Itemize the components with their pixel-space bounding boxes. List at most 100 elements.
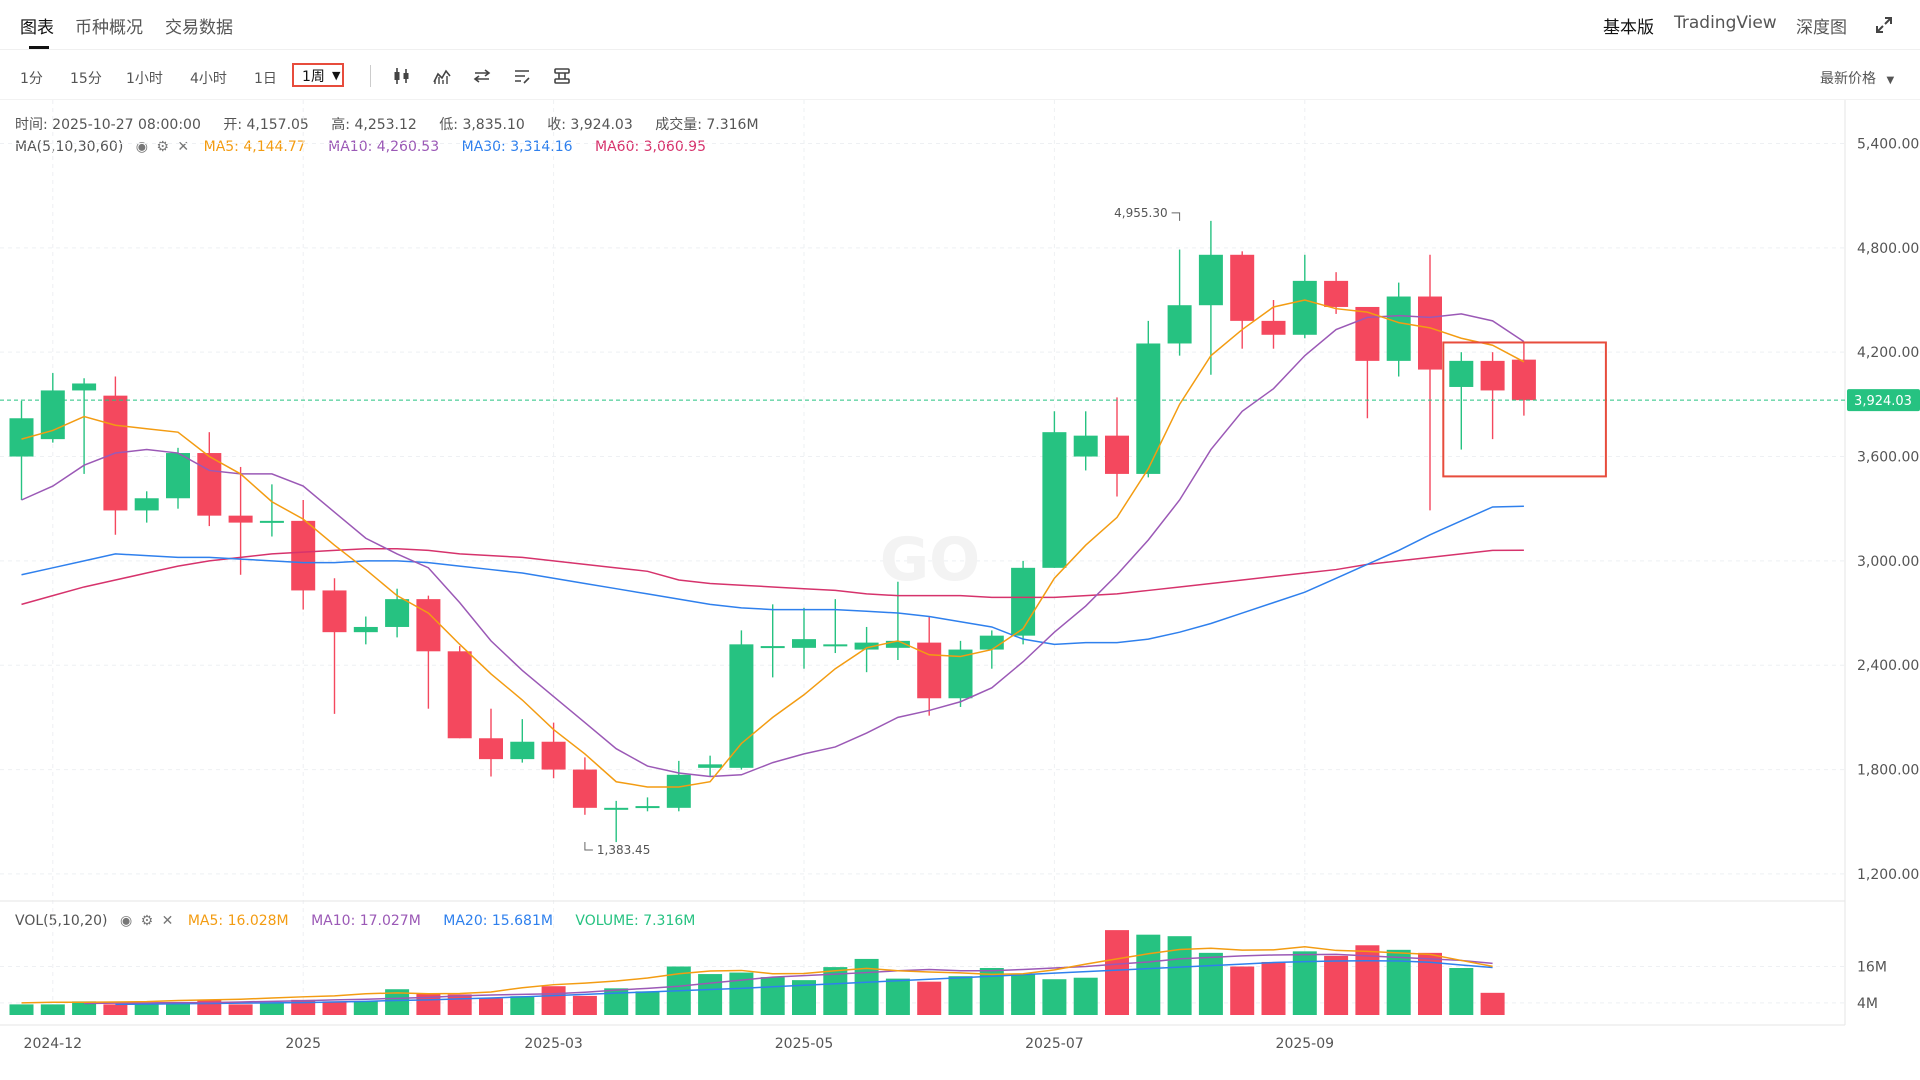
mode-depth[interactable]: 深度图 <box>1796 18 1847 38</box>
candle-body <box>635 806 660 809</box>
candle-body <box>1324 280 1349 307</box>
y-axis-label: 1,800.00 <box>1857 763 1919 779</box>
compare-icon[interactable] <box>472 66 492 86</box>
high-value: 4,253.12 <box>354 117 417 133</box>
candle-body <box>698 764 723 768</box>
candle-body <box>1105 435 1129 474</box>
volume-bar <box>1230 966 1255 1015</box>
candle-body <box>1355 306 1380 361</box>
settings-gear-icon[interactable]: ⚙ <box>140 913 154 929</box>
candle-body <box>1449 360 1474 387</box>
volume-bar <box>72 1001 97 1015</box>
last-price-label: 3,924.03 <box>1854 394 1912 409</box>
candle-body <box>197 453 222 516</box>
candle-body <box>760 646 785 649</box>
tab-trade-data[interactable]: 交易数据 <box>165 18 233 38</box>
close-label: 收: <box>547 117 566 133</box>
tab-chart[interactable]: 图表 <box>20 18 54 38</box>
candle-body <box>1198 254 1223 306</box>
high-label: 高: <box>331 117 351 133</box>
candle-body <box>823 644 848 647</box>
y-axis-label: 3,000.00 <box>1857 554 1919 570</box>
fullscreen-icon[interactable] <box>1873 14 1895 36</box>
vol-legend-title: VOL(5,10,20) <box>15 913 108 929</box>
candle-body <box>40 390 65 440</box>
x-axis-label: 2024-12 <box>24 1036 83 1052</box>
candle-body <box>1418 296 1442 370</box>
candle-body <box>322 590 347 633</box>
volume-bar <box>1042 979 1067 1015</box>
interval-1d[interactable]: 1日 <box>254 71 277 87</box>
top-bar: 图表 币种概况 交易数据 基本版 TradingView 深度图 <box>0 0 1920 50</box>
y-axis-label: 4,800.00 <box>1857 241 1919 257</box>
last-price-tag <box>1847 389 1920 412</box>
watermark-logo: GO <box>880 525 980 595</box>
vol-ma20-value: MA20: 15.681M <box>443 913 553 929</box>
candle-body <box>385 599 410 627</box>
volume-bar <box>698 974 723 1015</box>
x-axis-label: 2025-03 <box>524 1036 583 1052</box>
y-axis-label: 2,400.00 <box>1857 658 1919 674</box>
vol-axis-label: 4M <box>1857 996 1878 1012</box>
mode-basic[interactable]: 基本版 <box>1603 18 1654 38</box>
high-marker-pointer <box>1171 212 1181 221</box>
volume-bar <box>1073 977 1098 1015</box>
indicator-icon[interactable] <box>432 66 452 86</box>
ma5-line <box>21 299 1525 788</box>
interval-1w-dropdown[interactable]: 1周 ▼ <box>292 63 344 87</box>
mode-tradingview[interactable]: TradingView <box>1674 13 1777 33</box>
ma30-line <box>21 505 1524 646</box>
volume-bar <box>322 1001 347 1015</box>
close-value: 3,924.03 <box>570 117 633 133</box>
settings-icon[interactable] <box>552 66 572 86</box>
interval-1m[interactable]: 1分 <box>20 71 43 87</box>
price-type-dropdown[interactable]: 最新价格 ▼ <box>1820 68 1894 88</box>
close-icon[interactable]: ✕ <box>161 913 174 929</box>
interval-1h[interactable]: 1小时 <box>126 71 163 87</box>
close-icon[interactable]: ✕ <box>177 139 190 155</box>
candle-body <box>1011 567 1036 636</box>
volume-bar <box>1011 974 1036 1015</box>
candle-body <box>572 769 597 808</box>
x-axis-label: 2025 <box>285 1036 321 1052</box>
volume-bar <box>416 993 441 1015</box>
settings-gear-icon[interactable]: ⚙ <box>156 139 169 155</box>
candlestick-icon[interactable] <box>392 66 412 86</box>
time-label: 时间: <box>15 117 48 133</box>
volume-bar <box>1198 952 1223 1015</box>
volume-label: 成交量: <box>655 117 702 133</box>
candle-body <box>1042 432 1067 568</box>
chevron-down-icon: ▼ <box>1886 75 1895 86</box>
low-marker-pointer <box>584 842 593 851</box>
time-value: 2025-10-27 08:00:00 <box>52 117 201 133</box>
vol-current-value: VOLUME: 7.316M <box>575 913 696 929</box>
volume-bar <box>854 958 879 1015</box>
interval-15m[interactable]: 15分 <box>70 71 102 87</box>
candle-body <box>854 642 879 650</box>
volume-bar <box>1136 934 1161 1015</box>
price-chart[interactable]: 5,400.00 4,800.00 4,200.00 3,600.00 3,000.00… <box>0 100 1920 1080</box>
volume-bar <box>948 976 973 1015</box>
volume-bar <box>760 977 785 1015</box>
drawing-icon[interactable] <box>512 66 532 86</box>
eye-icon[interactable]: ◉ <box>119 913 133 929</box>
volume-bar <box>1261 961 1286 1015</box>
vol-ma5-line <box>21 946 1493 1004</box>
candle-body <box>166 453 190 499</box>
low-label: 低: <box>439 117 458 133</box>
candle-body <box>134 498 159 511</box>
candle-body <box>541 741 566 770</box>
vol-ma20-line <box>115 959 1493 1006</box>
interval-4h[interactable]: 4小时 <box>190 71 227 87</box>
vol-ma10-value: MA10: 17.027M <box>311 913 421 929</box>
ma60-line <box>21 547 1524 606</box>
candle-body <box>948 649 973 699</box>
vol-ma10-line <box>84 953 1493 1005</box>
tab-coin-overview[interactable]: 币种概况 <box>75 18 143 38</box>
volume-bar <box>228 1004 253 1015</box>
volume-bar <box>885 978 910 1015</box>
volume-bar <box>134 1004 159 1015</box>
candle-body <box>1230 254 1255 321</box>
chevron-down-icon: ▼ <box>332 69 341 82</box>
candle-body <box>1480 360 1505 391</box>
